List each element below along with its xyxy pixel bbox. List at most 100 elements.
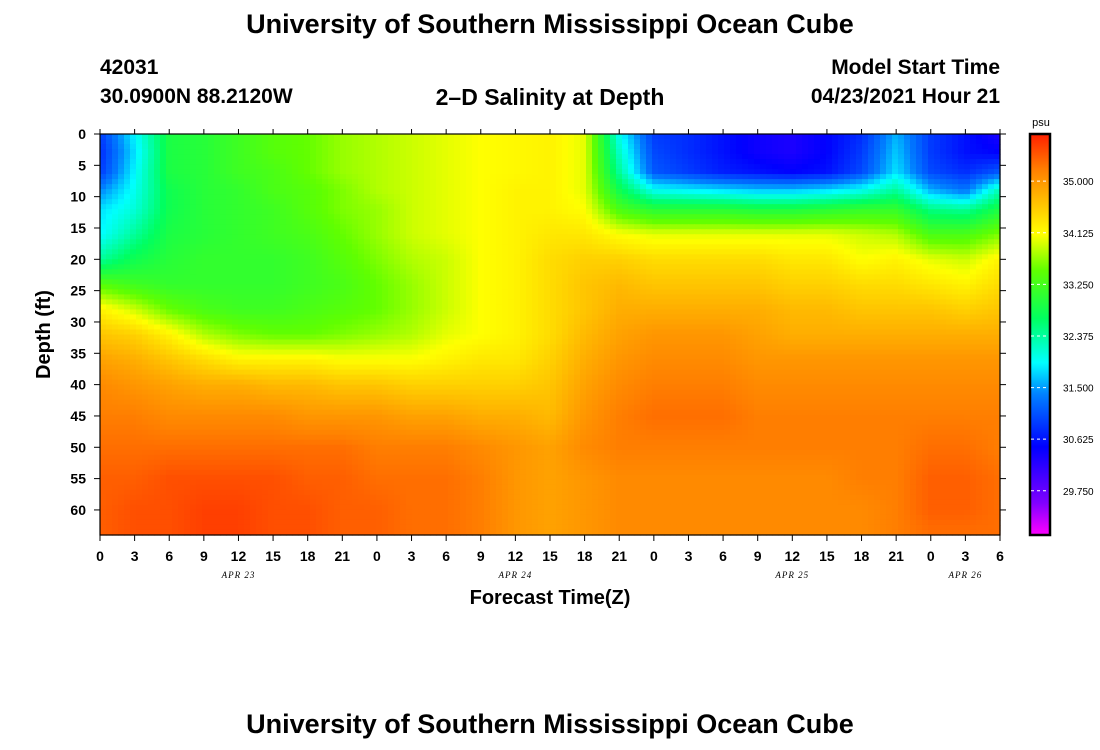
heatmap-cell bbox=[106, 279, 113, 285]
heatmap-cell bbox=[328, 149, 335, 155]
heatmap-cell bbox=[562, 149, 569, 155]
heatmap-cell bbox=[868, 189, 875, 195]
heatmap-cell bbox=[400, 134, 407, 140]
heatmap-cell bbox=[232, 209, 239, 215]
heatmap-cell bbox=[154, 159, 161, 165]
heatmap-cell bbox=[736, 174, 743, 180]
heatmap-cell bbox=[916, 189, 923, 195]
heatmap-cell bbox=[784, 214, 791, 220]
heatmap-cell bbox=[934, 214, 941, 220]
heatmap-cell bbox=[640, 189, 647, 195]
heatmap-cell bbox=[970, 169, 977, 175]
heatmap-cell bbox=[382, 219, 389, 225]
heatmap-cell bbox=[700, 249, 707, 255]
heatmap-cell bbox=[718, 224, 725, 230]
heatmap-cell bbox=[802, 254, 809, 260]
heatmap-cell bbox=[658, 134, 665, 140]
heatmap-cell bbox=[724, 169, 731, 175]
heatmap-cell bbox=[652, 164, 659, 170]
heatmap-cell bbox=[184, 299, 191, 306]
heatmap-cell bbox=[460, 164, 467, 170]
heatmap-cell bbox=[478, 289, 485, 295]
heatmap-cell bbox=[520, 234, 527, 240]
heatmap-cell bbox=[130, 274, 137, 280]
heatmap-cell bbox=[364, 169, 371, 175]
heatmap-cell bbox=[766, 219, 773, 225]
heatmap-cell bbox=[496, 244, 503, 250]
heatmap-cell bbox=[766, 134, 773, 140]
heatmap-cell bbox=[838, 139, 845, 145]
heatmap-cell bbox=[934, 294, 941, 301]
heatmap-cell bbox=[982, 149, 989, 155]
heatmap-cell bbox=[610, 169, 617, 175]
heatmap-cell bbox=[544, 149, 551, 155]
heatmap-cell bbox=[526, 139, 533, 145]
heatmap-cell bbox=[142, 209, 149, 215]
heatmap-cell bbox=[988, 154, 995, 160]
heatmap-cell bbox=[490, 144, 497, 150]
heatmap-cell bbox=[910, 189, 917, 195]
heatmap-cell bbox=[796, 279, 803, 285]
heatmap-cell bbox=[820, 164, 827, 170]
heatmap-cell bbox=[994, 134, 1001, 140]
heatmap-cell bbox=[160, 244, 167, 250]
heatmap-cell bbox=[952, 294, 959, 301]
heatmap-cell bbox=[670, 234, 677, 240]
heatmap-cell bbox=[946, 149, 953, 155]
heatmap-cell bbox=[568, 144, 575, 150]
heatmap-cell bbox=[328, 239, 335, 245]
heatmap-cell bbox=[268, 294, 275, 301]
heatmap-cell bbox=[400, 274, 407, 280]
heatmap-cell bbox=[730, 174, 737, 180]
heatmap-cell bbox=[376, 184, 383, 190]
heatmap-cell bbox=[202, 224, 209, 230]
heatmap-cell bbox=[418, 249, 425, 255]
heatmap-cell bbox=[772, 279, 779, 285]
heatmap-cell bbox=[742, 154, 749, 160]
heatmap-cell bbox=[292, 159, 299, 165]
heatmap-cell bbox=[112, 179, 119, 185]
heatmap-cell bbox=[148, 299, 155, 306]
heatmap-cell bbox=[376, 219, 383, 225]
heatmap-cell bbox=[928, 154, 935, 160]
heatmap-cell bbox=[352, 294, 359, 301]
heatmap-cell bbox=[154, 189, 161, 195]
heatmap-cell bbox=[862, 189, 869, 195]
heatmap-cell bbox=[658, 209, 665, 215]
heatmap-cell bbox=[802, 194, 809, 200]
heatmap-cell bbox=[958, 169, 965, 175]
heatmap-cell bbox=[778, 269, 785, 275]
heatmap-cell bbox=[220, 249, 227, 255]
heatmap-cell bbox=[742, 199, 749, 205]
heatmap-cell bbox=[670, 184, 677, 190]
heatmap-cell bbox=[778, 259, 785, 265]
heatmap-cell bbox=[928, 279, 935, 285]
heatmap-cell bbox=[544, 279, 551, 285]
heatmap-cell bbox=[412, 169, 419, 175]
heatmap-cell bbox=[334, 249, 341, 255]
heatmap-cell bbox=[898, 204, 905, 210]
heatmap-cell bbox=[124, 289, 131, 295]
heatmap-cell bbox=[100, 164, 107, 170]
heatmap-cell bbox=[418, 179, 425, 185]
heatmap-cell bbox=[718, 244, 725, 250]
heatmap-cell bbox=[202, 179, 209, 185]
heatmap-cell bbox=[814, 169, 821, 175]
heatmap-cell bbox=[592, 289, 599, 295]
heatmap-cell bbox=[430, 284, 437, 290]
heatmap-cell bbox=[988, 199, 995, 205]
heatmap-cell bbox=[700, 174, 707, 180]
heatmap-cell bbox=[250, 224, 257, 230]
heatmap-cell bbox=[154, 134, 161, 140]
heatmap-cell bbox=[322, 299, 329, 306]
heatmap-cell bbox=[892, 144, 899, 150]
heatmap-cell bbox=[562, 249, 569, 255]
heatmap-cell bbox=[448, 174, 455, 180]
heatmap-cell bbox=[322, 159, 329, 165]
heatmap-cell bbox=[370, 154, 377, 160]
heatmap-cell bbox=[820, 294, 827, 301]
heatmap-cell bbox=[304, 154, 311, 160]
heatmap-cell bbox=[952, 239, 959, 245]
heatmap-cell bbox=[376, 204, 383, 210]
heatmap-cell bbox=[388, 169, 395, 175]
